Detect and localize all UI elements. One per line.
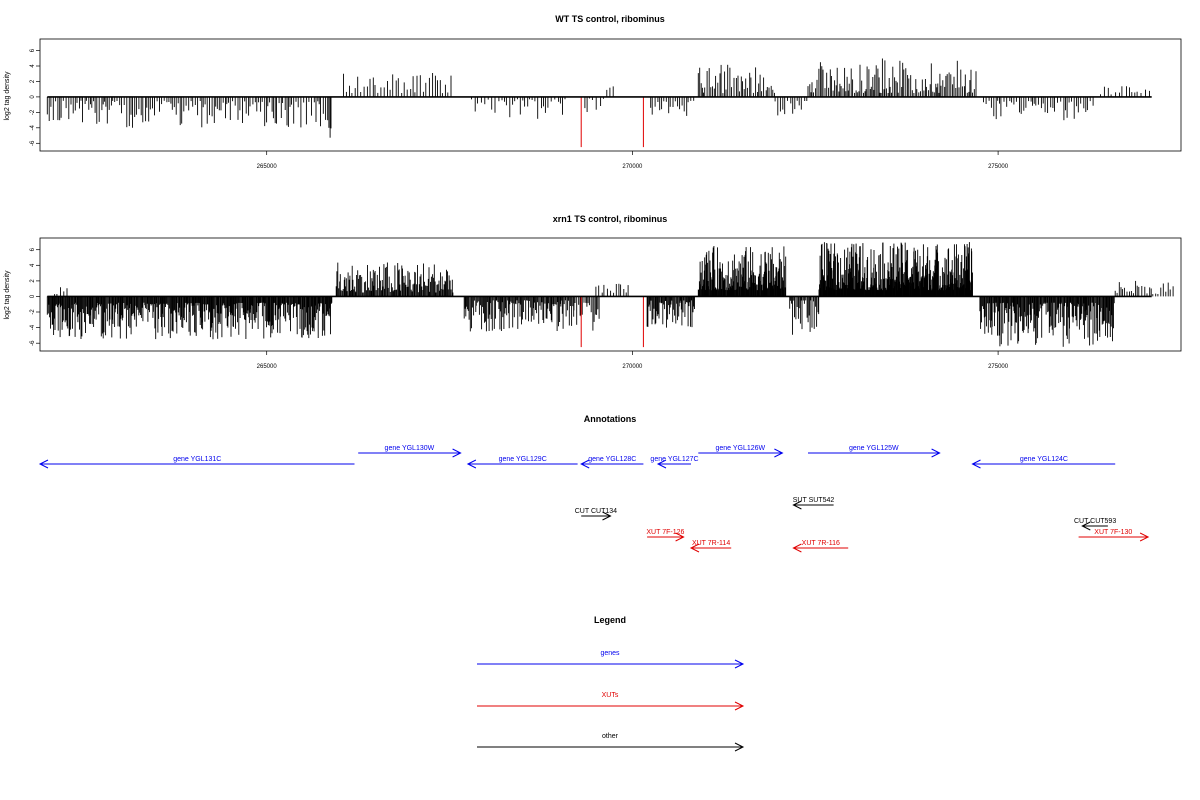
feature-label: gene YGL129C [499,456,547,463]
annotation-feature: gene YGL131C [38,456,355,469]
feature-arrow-head [792,500,802,510]
annotation-feature: XUT 7F-130 [1078,529,1150,542]
feature-arrow-head [774,448,784,458]
plot-frame [39,237,1182,352]
feature-label: gene YGL130W [385,445,435,452]
feature-label: gene YGL124C [1020,456,1068,463]
feature-arrow-head [452,448,462,458]
bar-series [46,242,1174,348]
x-tick-label: 265000 [257,364,278,370]
annotation-feature: XUT 7F-126 [646,529,685,542]
feature-arrow-head [1139,532,1150,542]
legend-title: Legend [594,615,626,625]
feature-arrow-head [675,532,685,542]
annotation-feature: SUT SUT542 [792,497,835,510]
y-tick-label: 2 [30,279,36,283]
feature-label: XUT 7R-116 [802,540,840,547]
panel-title: WT TS control, ribominus [555,14,665,24]
annotation-feature: gene YGL125W [808,445,941,458]
legend-item: genes [477,650,745,669]
x-tick-label: 270000 [622,364,643,370]
x-tick-label: 275000 [988,164,1009,170]
bar-series [46,58,1152,148]
annotation-feature: gene YGL127C [650,456,699,469]
legend-item: XUTs [477,692,745,711]
annotation-feature: XUT 7R-116 [792,540,849,553]
y-axis-label: log2 tag density [4,270,11,320]
x-axis: 265000 270000 275000 [257,151,1009,170]
y-tick-label: -6 [30,140,36,146]
annotation-feature: gene YGL126W [698,445,784,458]
y-tick-label: 0 [30,294,36,298]
annotation-feature: CUT CUT593 [1074,518,1116,531]
y-axis: -6 -4 -2 0 2 4 6 [30,48,40,146]
feature-label: SUT SUT542 [793,497,835,504]
feature-arrow-head [689,543,700,553]
annotation-feature: CUT CUT134 [575,508,617,521]
annotation-feature: gene YGL129C [466,456,578,469]
plot-frame [39,38,1182,152]
annotation-feature: gene YGL128C [580,456,644,469]
feature-arrow-head [792,543,802,553]
legend-arrow-head [734,659,745,669]
y-tick-label: -2 [30,109,36,115]
legend-items: genes XUTs other [477,650,745,752]
y-tick-label: 4 [30,263,36,267]
annotation-feature: XUT 7R-114 [689,540,732,553]
feature-arrow-head [580,459,590,469]
feature-label: XUT 7F-126 [646,529,684,536]
feature-label: gene YGL125W [849,445,899,452]
feature-label: XUT 7R-114 [692,540,730,547]
feature-arrow-head [656,459,667,469]
y-tick-label: 4 [30,64,36,68]
feature-label: XUT 7F-130 [1094,529,1132,536]
y-tick-label: -4 [30,124,36,130]
feature-arrow-head [971,459,981,469]
panel-wt-ts-control: WT TS control, ribominus log2 tag densit… [4,14,1182,170]
y-tick-label: -4 [30,324,36,330]
legend-label: genes [600,650,620,657]
legend-panel: Legend genes XUTs other [477,615,745,752]
y-tick-label: -6 [30,340,36,346]
legend-arrow-head [734,701,745,711]
y-tick-label: 6 [30,48,36,52]
legend-label: XUTs [602,692,619,699]
panel-xrn1-ts-control: xrn1 TS control, ribominus log2 tag dens… [4,214,1182,370]
y-tick-label: 0 [30,95,36,99]
annotations-title: Annotations [584,414,637,424]
annotation-feature: gene YGL130W [358,445,462,458]
x-tick-label: 265000 [257,164,278,170]
feature-arrow-head [1081,521,1091,531]
feature-label: gene YGL126W [715,445,765,452]
feature-arrow-head [931,448,941,458]
feature-arrow-head [466,459,477,469]
x-axis: 265000 270000 275000 [257,351,1009,370]
feature-arrow-head [602,511,612,521]
panel-title: xrn1 TS control, ribominus [553,214,668,224]
feature-label: gene YGL131C [173,456,221,463]
legend-item: other [477,733,745,752]
x-tick-label: 270000 [622,164,643,170]
y-tick-label: -2 [30,309,36,315]
feature-label: gene YGL127C [650,456,698,463]
legend-arrow-head [734,742,745,752]
feature-label: CUT CUT134 [575,508,617,515]
x-tick-label: 275000 [988,364,1009,370]
feature-label: CUT CUT593 [1074,518,1116,525]
y-tick-label: 2 [30,79,36,83]
feature-label: gene YGL128C [588,456,636,463]
y-tick-label: 6 [30,247,36,251]
annotation-features: gene YGL131C gene YGL130W gene YGL129C gene… [38,445,1150,553]
legend-label: other [602,733,619,740]
y-axis: -6 -4 -2 0 2 4 6 [30,247,40,346]
feature-arrow-head [38,459,49,469]
y-axis-label: log2 tag density [4,71,11,121]
annotation-feature: gene YGL124C [971,456,1116,469]
